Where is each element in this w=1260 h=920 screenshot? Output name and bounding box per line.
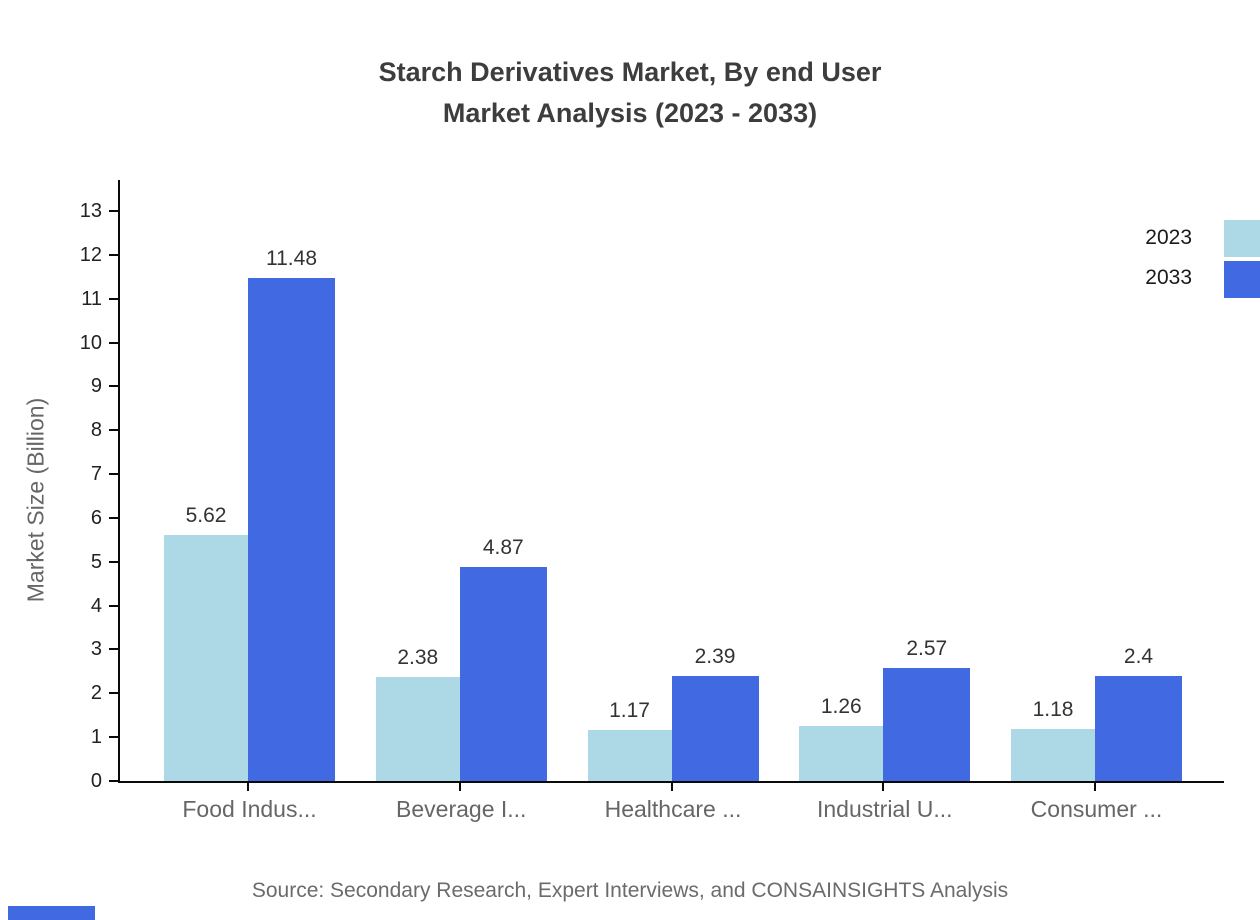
- y-axis-tick-label: 4: [90, 594, 102, 617]
- y-axis-tick: [109, 560, 118, 563]
- bar-value-label: 2.38: [397, 645, 439, 669]
- bar-2033: 2.39: [671, 645, 759, 781]
- x-axis-tick: [1094, 783, 1096, 791]
- bar-2023: 2.38: [375, 646, 460, 781]
- bar-2033: 11.48: [248, 247, 335, 781]
- category-label: Consumer ...: [1030, 796, 1163, 822]
- chart-title-line1: Starch Derivatives Market, By end User: [378, 57, 882, 87]
- y-axis-tick-label: 12: [79, 243, 102, 266]
- y-axis-tick-label: 1: [90, 726, 102, 749]
- bar-groups: 5.62 11.48 Food Indus... 2.38 4.87 Beverage I…: [120, 180, 1224, 822]
- legend-swatch-2023: [1224, 220, 1260, 257]
- y-axis-tick-label: 5: [90, 550, 102, 573]
- y-axis-tick: [109, 385, 118, 388]
- y-axis-tick-label: 9: [90, 375, 102, 398]
- y-axis-tick: [109, 516, 118, 519]
- y-axis-tick-label: 10: [79, 331, 102, 354]
- y-axis-tick-label: 0: [90, 770, 102, 792]
- y-axis-tick: [109, 473, 118, 476]
- category-label: Industrial U...: [817, 796, 953, 822]
- chart-title: Starch Derivatives Market, By end User M…: [0, 52, 1260, 134]
- y-axis-tick-label: 6: [90, 506, 102, 529]
- y-axis-tick-label: 7: [90, 463, 102, 486]
- y-axis-title: Market Size (Billion): [22, 397, 49, 603]
- bar-value-label: 2.57: [906, 637, 948, 661]
- y-axis-tick: [109, 341, 118, 344]
- y-axis-tick-label: 8: [90, 419, 102, 442]
- bar-2023: 1.17: [587, 699, 672, 781]
- bar-group: 1.17 2.39 Healthcare ...: [587, 180, 759, 822]
- bar-value-label: 1.17: [609, 698, 650, 722]
- y-axis-tick: [109, 209, 118, 212]
- x-axis-tick: [247, 783, 249, 791]
- y-axis-tick: [109, 253, 118, 256]
- bottom-accent-bar: [8, 906, 95, 920]
- y-axis-tick: [109, 692, 118, 695]
- legend-swatch-2033: [1224, 261, 1260, 298]
- bar-2023: 1.18: [1011, 698, 1095, 781]
- bar-value-label: 1.18: [1032, 698, 1074, 722]
- source-note: Source: Secondary Research, Expert Inter…: [251, 879, 1009, 902]
- x-axis-tick: [670, 783, 673, 791]
- legend-label-2023: 2023: [1145, 226, 1192, 249]
- y-axis-tick: [109, 648, 118, 651]
- bar-value-label: 2.39: [694, 645, 736, 669]
- x-axis-tick: [458, 783, 461, 791]
- y-axis-tick: [109, 297, 118, 300]
- legend-label-2033: 2033: [1145, 266, 1192, 289]
- category-label: Healthcare ...: [604, 796, 742, 822]
- y-axis-tick-label: 2: [90, 682, 102, 705]
- y-axis-tick: [109, 736, 118, 739]
- y-axis-tick: [109, 780, 118, 782]
- bar-value-label: 2.4: [1123, 644, 1154, 668]
- bar-2033: 4.87: [459, 536, 547, 781]
- category-label: Beverage I...: [396, 796, 527, 822]
- bar-value-label: 4.87: [482, 536, 524, 560]
- x-axis-tick: [882, 783, 885, 791]
- category-label: Food Indus...: [182, 796, 317, 822]
- bar-2023: 5.62: [164, 504, 248, 781]
- y-axis-tick: [109, 604, 118, 607]
- bar-group: 1.26 2.57 Industrial U...: [799, 180, 971, 822]
- y-axis-tick: [109, 429, 118, 432]
- bar-group: 5.62 11.48 Food Indus...: [164, 180, 335, 822]
- bar-2033: 2.4: [1095, 645, 1182, 781]
- bar-value-label: 1.26: [820, 694, 862, 718]
- bar-value-label: 5.62: [185, 503, 227, 527]
- y-axis-tick-label: 13: [79, 199, 102, 222]
- chart-title-line2: Market Analysis (2023 - 2033): [442, 98, 818, 128]
- y-axis-tick-label: 3: [90, 638, 102, 661]
- bar-value-label: 11.48: [266, 246, 317, 270]
- bar-2023: 1.26: [799, 695, 884, 781]
- plot-area: 5.62 11.48 Food Indus... 2.38 4.87 Beverage I…: [80, 180, 1224, 822]
- bar-2033: 2.57: [883, 637, 971, 781]
- bar-group: 1.18 2.4 Consumer ...: [1011, 180, 1182, 822]
- y-axis-tick-label: 11: [81, 287, 102, 310]
- bar-group: 2.38 4.87 Beverage I...: [375, 180, 547, 822]
